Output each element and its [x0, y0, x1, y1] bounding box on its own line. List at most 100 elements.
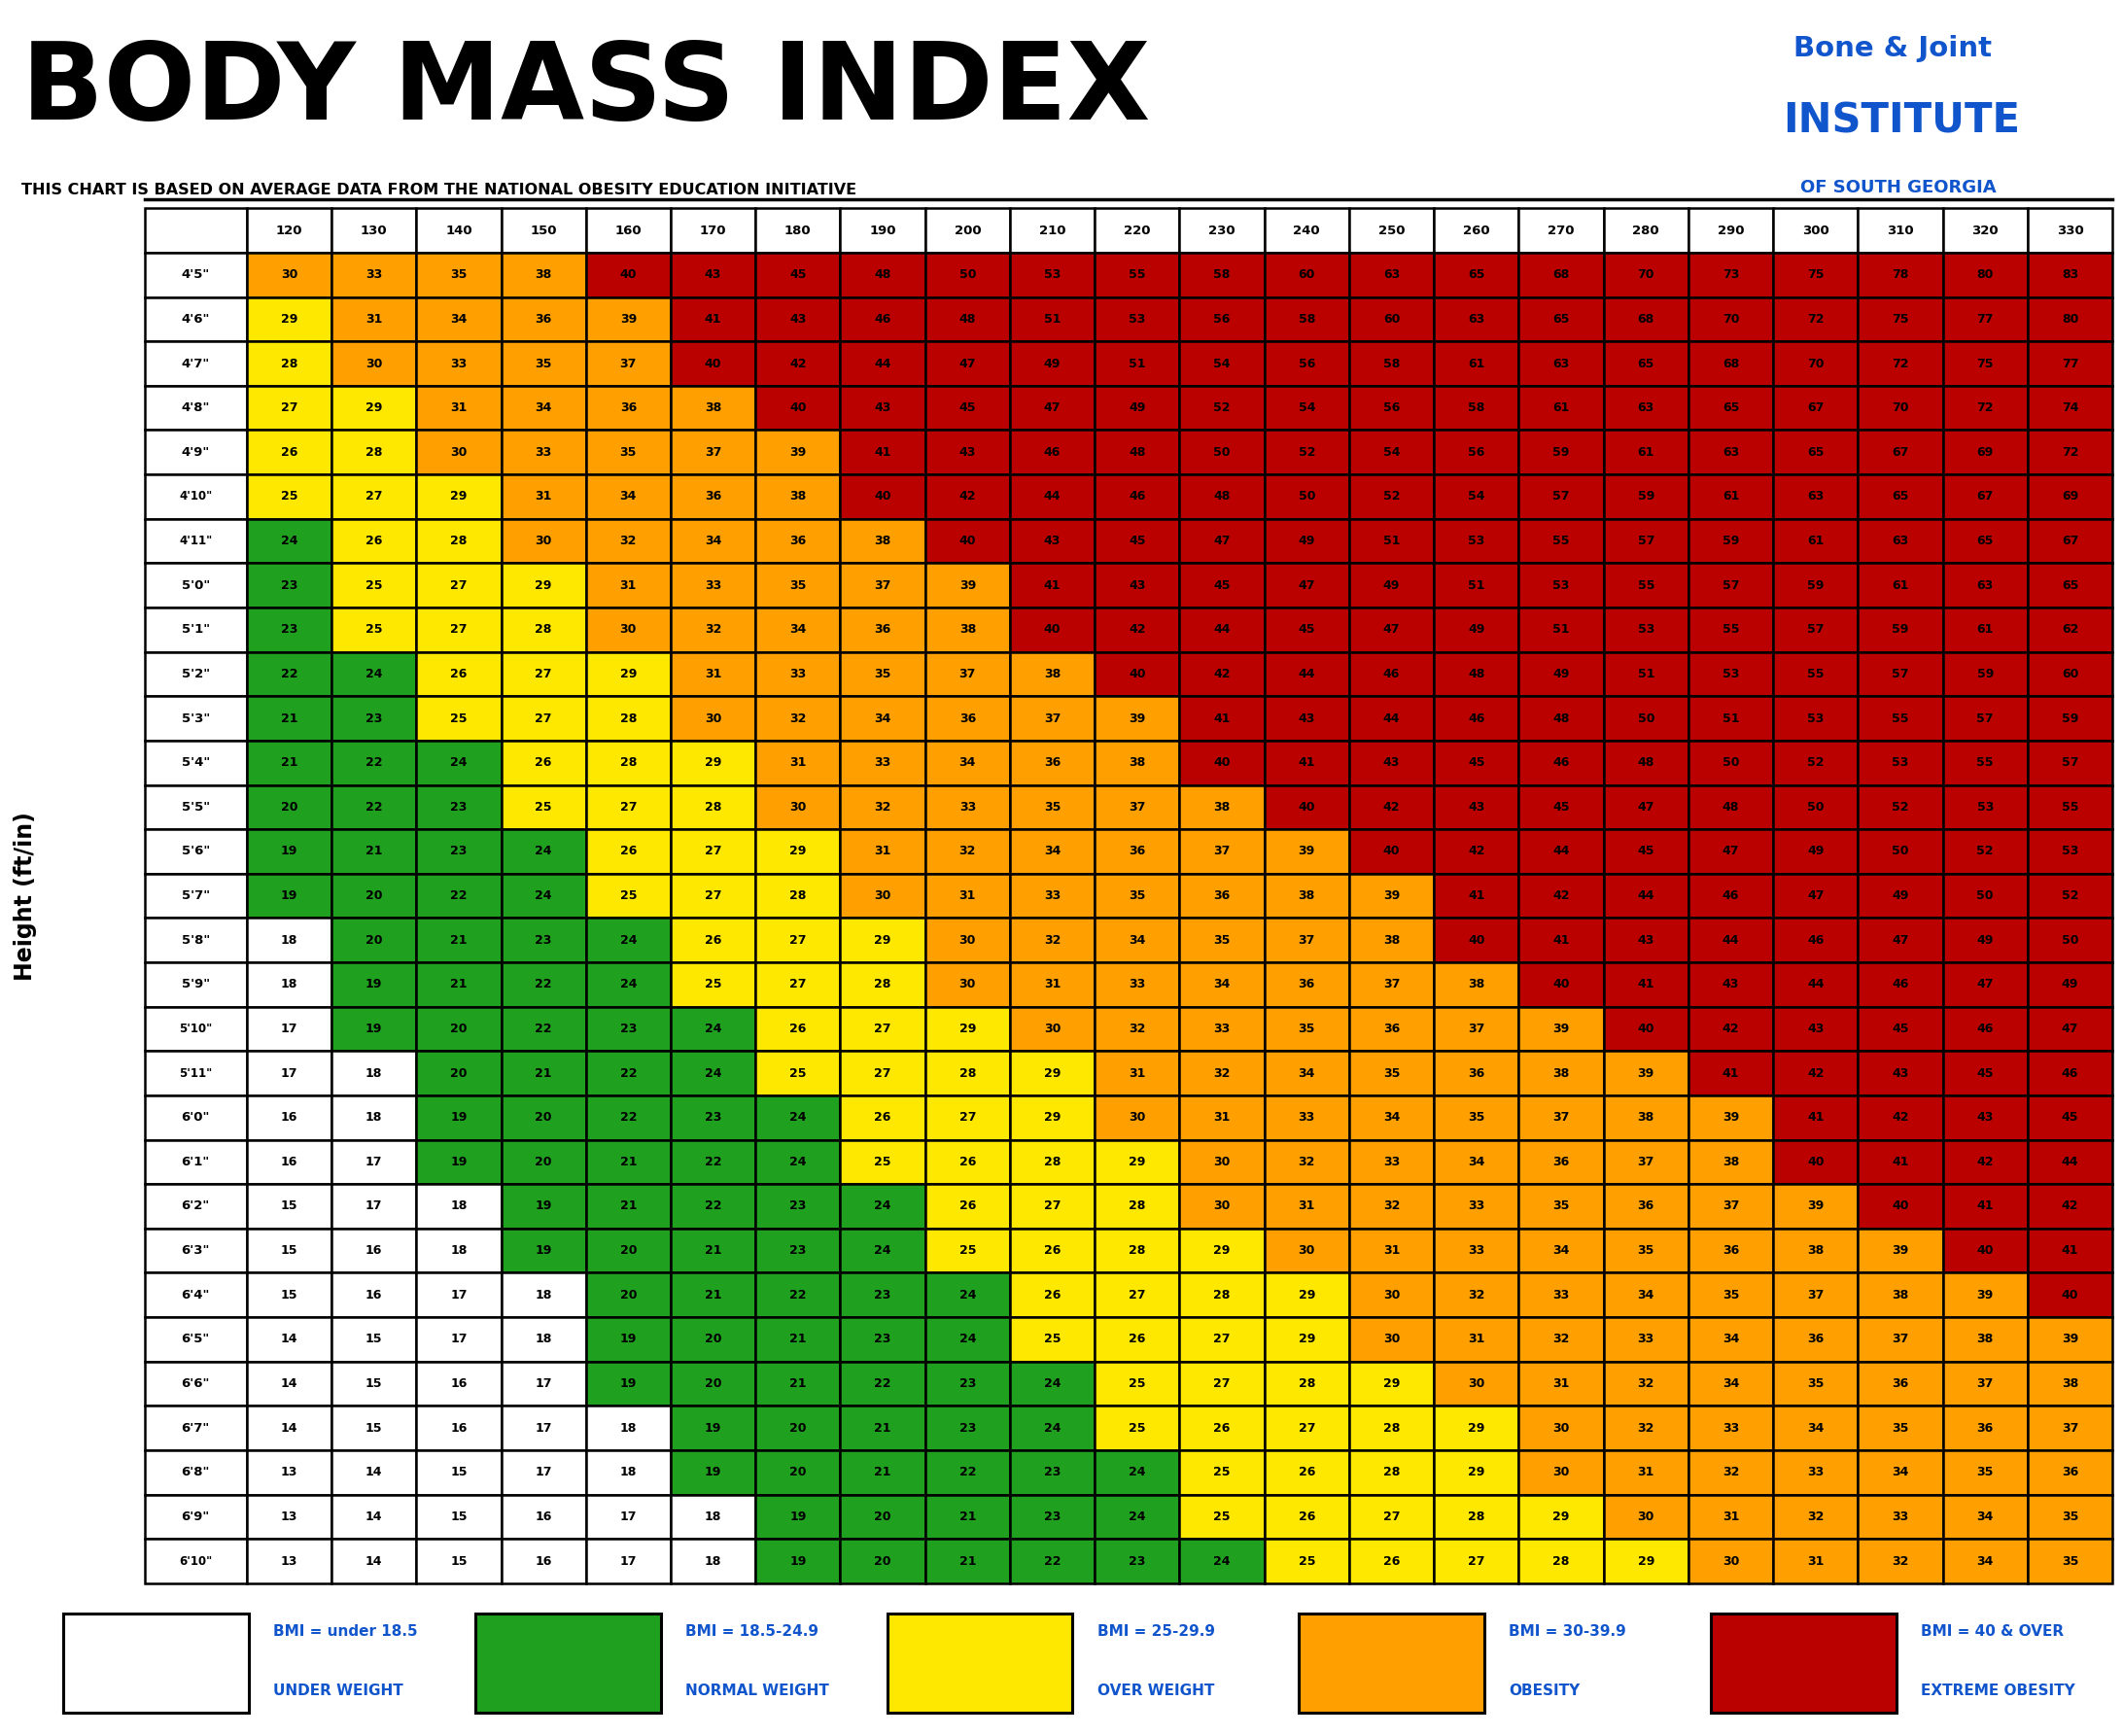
Text: 74: 74 — [2061, 401, 2078, 415]
Text: 24: 24 — [535, 889, 552, 903]
Text: 21: 21 — [365, 845, 382, 858]
Text: 33: 33 — [705, 580, 722, 592]
Bar — [841, 608, 926, 651]
Bar — [1773, 562, 1858, 608]
Bar — [2027, 342, 2112, 385]
Text: 28: 28 — [450, 535, 467, 547]
Bar — [144, 562, 246, 608]
Bar — [2027, 1406, 2112, 1450]
Bar — [1858, 696, 1943, 741]
Text: 38: 38 — [1129, 757, 1146, 769]
Bar — [1943, 873, 2027, 918]
Bar — [1180, 1538, 1265, 1583]
Text: 52: 52 — [1214, 401, 1231, 415]
Bar — [1348, 1095, 1433, 1141]
Text: 36: 36 — [535, 312, 552, 326]
Bar — [1348, 741, 1433, 785]
Text: 49: 49 — [1299, 535, 1314, 547]
Text: 220: 220 — [1123, 224, 1151, 236]
Text: 4'7": 4'7" — [180, 358, 210, 370]
Text: 22: 22 — [790, 1288, 807, 1302]
Bar — [1858, 1272, 1943, 1318]
Text: 26: 26 — [1382, 1555, 1399, 1568]
Text: 27: 27 — [1045, 1200, 1062, 1212]
Bar — [1180, 1450, 1265, 1495]
Bar — [1858, 1229, 1943, 1272]
Bar — [1518, 1318, 1603, 1361]
Text: 17: 17 — [365, 1200, 382, 1212]
Text: 21: 21 — [875, 1422, 892, 1434]
Bar — [1603, 962, 1688, 1007]
Bar — [246, 1318, 331, 1361]
Text: 46: 46 — [1552, 757, 1569, 769]
Text: 50: 50 — [1637, 712, 1654, 724]
Bar — [1299, 1613, 1484, 1713]
Text: 31: 31 — [1045, 977, 1062, 991]
Text: 63: 63 — [1467, 312, 1484, 326]
Text: 43: 43 — [1129, 580, 1146, 592]
Text: 30: 30 — [620, 623, 637, 635]
Bar — [2027, 1184, 2112, 1229]
Bar — [1603, 1406, 1688, 1450]
Bar — [1095, 1450, 1180, 1495]
Bar — [586, 253, 671, 297]
Text: 23: 23 — [450, 800, 467, 814]
Bar — [331, 696, 416, 741]
Text: 37: 37 — [1129, 800, 1146, 814]
Text: 20: 20 — [535, 1111, 552, 1123]
Bar — [841, 1361, 926, 1406]
Bar — [1095, 962, 1180, 1007]
Text: 36: 36 — [1807, 1333, 1824, 1345]
Text: 5'8": 5'8" — [180, 934, 210, 946]
Bar — [1858, 385, 1943, 431]
Bar — [1943, 1184, 2027, 1229]
Bar — [1943, 385, 2027, 431]
Text: BMI = 18.5-24.9: BMI = 18.5-24.9 — [686, 1623, 819, 1639]
Bar — [926, 1538, 1011, 1583]
Bar — [926, 1450, 1011, 1495]
Text: 45: 45 — [960, 401, 977, 415]
Bar — [416, 608, 501, 651]
Text: 37: 37 — [1552, 1111, 1569, 1123]
Text: 55: 55 — [1637, 580, 1654, 592]
Bar — [1943, 431, 2027, 474]
Bar — [1011, 830, 1095, 873]
Bar — [586, 208, 671, 253]
Bar — [2027, 1272, 2112, 1318]
Text: 30: 30 — [365, 358, 382, 370]
Text: 32: 32 — [1637, 1422, 1654, 1434]
Text: 32: 32 — [1214, 1068, 1231, 1080]
Text: 35: 35 — [2061, 1555, 2078, 1568]
Bar — [1433, 474, 1518, 519]
Bar — [1433, 608, 1518, 651]
Bar — [926, 1141, 1011, 1184]
Text: 23: 23 — [365, 712, 382, 724]
Bar — [1688, 785, 1773, 830]
Text: 38: 38 — [875, 535, 892, 547]
Text: 19: 19 — [365, 977, 382, 991]
Text: 15: 15 — [450, 1510, 467, 1522]
Text: 190: 190 — [868, 224, 896, 236]
Text: 48: 48 — [960, 312, 977, 326]
Bar — [841, 1538, 926, 1583]
Bar — [2027, 1495, 2112, 1538]
Bar — [841, 385, 926, 431]
Text: 20: 20 — [365, 889, 382, 903]
Text: 73: 73 — [1722, 269, 1739, 281]
Bar — [756, 431, 841, 474]
Text: 21: 21 — [790, 1377, 807, 1391]
Text: 35: 35 — [620, 446, 637, 458]
Bar — [1348, 1406, 1433, 1450]
Bar — [1348, 253, 1433, 297]
Text: 28: 28 — [1045, 1156, 1062, 1168]
Text: 27: 27 — [535, 712, 552, 724]
Bar — [1433, 1406, 1518, 1450]
Bar — [331, 1007, 416, 1050]
Bar — [416, 1361, 501, 1406]
Text: 37: 37 — [1214, 845, 1231, 858]
Bar — [331, 741, 416, 785]
Bar — [1265, 208, 1348, 253]
Bar — [2027, 1361, 2112, 1406]
Text: 47: 47 — [960, 358, 977, 370]
Bar — [1180, 608, 1265, 651]
